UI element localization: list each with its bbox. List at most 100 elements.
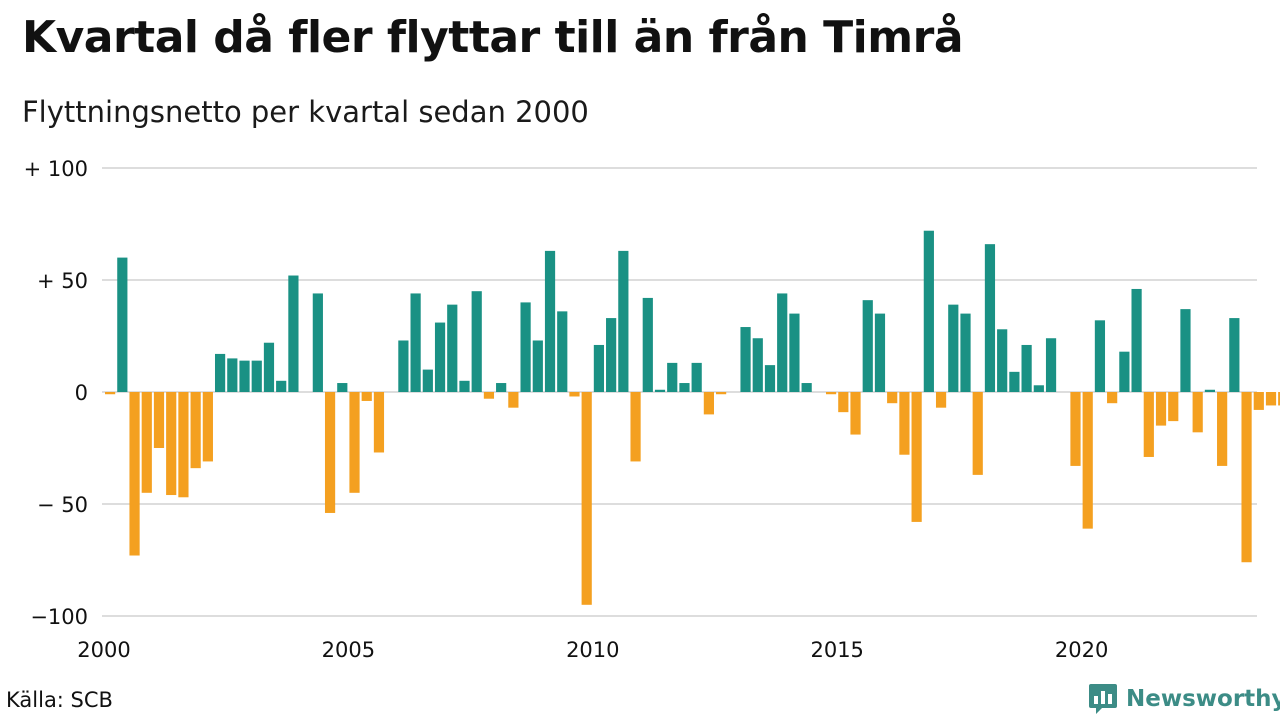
brand-logo[interactable]: Newsworthy: [1088, 682, 1280, 716]
bar: [532, 340, 543, 392]
bar: [1278, 392, 1280, 406]
bar: [398, 340, 409, 392]
bar: [960, 313, 971, 392]
bar: [862, 300, 873, 392]
bar: [752, 338, 763, 392]
bar: [1168, 392, 1179, 422]
bar: [251, 360, 262, 392]
bar: [887, 392, 898, 404]
bar: [838, 392, 849, 413]
bar: [923, 230, 934, 392]
bar: [606, 318, 617, 392]
bar: [984, 244, 996, 392]
bar: [764, 365, 776, 392]
bar: [667, 362, 678, 392]
x-tick-label: 2000: [77, 638, 130, 662]
bar: [227, 358, 238, 392]
bar: [214, 353, 226, 392]
bar: [557, 311, 568, 392]
chart-subtitle: Flyttningsnetto per kvartal sedan 2000: [22, 95, 589, 129]
bar-chart-speech-bubble-icon: [1089, 684, 1117, 714]
bar: [508, 392, 519, 408]
bar: [349, 392, 360, 493]
bar: [263, 342, 275, 392]
bar: [361, 392, 372, 401]
bar: [1180, 309, 1191, 392]
bar: [972, 392, 983, 475]
bar: [1204, 389, 1216, 392]
bar: [141, 392, 152, 493]
bar: [691, 362, 702, 392]
bar: [496, 383, 507, 392]
bar: [703, 392, 714, 415]
bar: [1009, 371, 1020, 392]
bar: [911, 392, 922, 522]
bar: [105, 392, 116, 395]
bar: [1082, 392, 1093, 529]
bar: [117, 257, 128, 392]
bar: [825, 392, 837, 395]
bar: [1217, 392, 1228, 466]
bar: [1094, 320, 1106, 392]
bar: [483, 392, 495, 399]
x-tick-label: 2015: [810, 638, 863, 662]
bar: [899, 392, 910, 455]
bar: [642, 297, 653, 392]
y-tick-label: 0: [75, 381, 88, 405]
bar: [569, 392, 580, 397]
bar: [1192, 392, 1203, 433]
bar: [1070, 392, 1081, 466]
bar: [544, 250, 556, 392]
bar: [459, 380, 470, 392]
bar: [716, 392, 727, 395]
bar: [239, 360, 250, 392]
bar: [1155, 392, 1167, 426]
y-tick-label: − 50: [37, 493, 88, 517]
bar: [874, 313, 886, 392]
bar: [324, 392, 336, 513]
bar: [581, 392, 592, 605]
x-tick-label: 2005: [322, 638, 375, 662]
y-axis-labels: + 100 + 50 0 − 50 −100: [24, 157, 88, 629]
bar: [654, 389, 666, 392]
bar: [1253, 392, 1264, 410]
bar: [1045, 338, 1057, 392]
bar: [789, 313, 800, 392]
bar: [410, 293, 421, 392]
bar: [1131, 288, 1142, 392]
bar: [997, 329, 1008, 392]
bar: [178, 392, 189, 498]
bar: [1265, 392, 1277, 406]
bar: [1119, 351, 1130, 392]
bar: [447, 304, 458, 392]
source-note: Källa: SCB: [6, 688, 113, 712]
bar: [1229, 318, 1240, 392]
bar: [850, 392, 861, 435]
bar: [801, 383, 812, 392]
x-tick-label: 2020: [1055, 638, 1108, 662]
bar: [618, 250, 629, 392]
bar: [434, 322, 446, 392]
bar: [190, 392, 201, 469]
bar: [777, 293, 788, 392]
bar: [593, 344, 605, 392]
bar: [166, 392, 177, 496]
bar: [1143, 392, 1154, 457]
bar: [948, 304, 959, 392]
x-axis-labels: 2000 2005 2010 2015 2020: [77, 638, 1108, 662]
chart-title: Kvartal då fler flyttar till än från Tim…: [22, 12, 964, 63]
bar: [679, 383, 690, 392]
bar: [373, 392, 385, 453]
bar: [337, 383, 348, 392]
bar: [740, 327, 751, 392]
bar: [1107, 392, 1118, 404]
bar: [520, 302, 531, 392]
y-tick-label: −100: [30, 605, 88, 629]
bar: [1033, 385, 1044, 392]
bar: [630, 392, 641, 462]
x-tick-label: 2010: [566, 638, 619, 662]
bar: [1241, 392, 1252, 563]
bars: [105, 230, 1280, 605]
bar: [471, 291, 482, 392]
y-tick-label: + 50: [37, 269, 88, 293]
